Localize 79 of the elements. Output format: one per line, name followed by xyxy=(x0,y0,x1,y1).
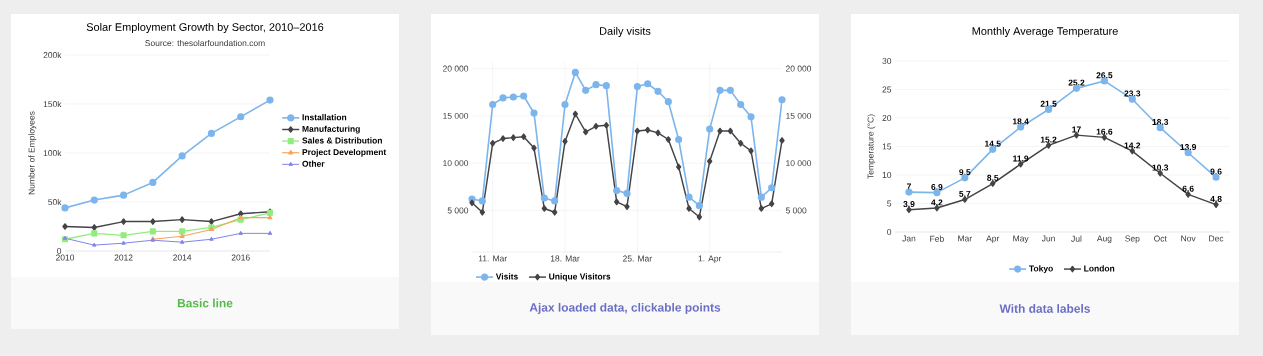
chart-title: Daily visits xyxy=(600,26,651,38)
y-tick-label: 150k xyxy=(43,100,62,108)
legend-label: Unique Visitors xyxy=(549,273,611,282)
x-tick-label: Feb xyxy=(930,235,944,242)
data-label: 14.5 xyxy=(985,140,1001,147)
y-tick-label: 20 000 xyxy=(443,65,469,72)
chart-title: Monthly Average Temperature xyxy=(972,26,1118,38)
data-label: 23.3 xyxy=(1124,90,1141,97)
x-tick-label: Mar xyxy=(958,235,972,242)
x-tick-label: 2010 xyxy=(56,254,75,261)
data-label: 9.5 xyxy=(959,169,971,176)
legend-label: Visits xyxy=(495,273,518,280)
data-label: 9.6 xyxy=(1210,168,1222,175)
chart-subtitle: Source: thesolarfoundation.com xyxy=(145,39,265,47)
data-label: 13.9 xyxy=(1180,144,1197,151)
y2-tick-label: 5 000 xyxy=(785,207,807,214)
data-label: 15.2 xyxy=(1040,136,1057,143)
y-tick-label: 15 xyxy=(882,143,892,150)
x-tick-label: 25. Mar xyxy=(623,255,652,262)
x-tick-label: Sep xyxy=(1125,235,1140,244)
y-tick-label: 0 xyxy=(887,229,892,235)
x-tick-label: 2016 xyxy=(231,254,250,261)
x-tick-label: 18. Mar xyxy=(550,255,580,262)
x-tick-label: 2012 xyxy=(114,254,133,261)
y-tick-label: 200k xyxy=(43,51,62,59)
data-label: 8.5 xyxy=(987,174,999,181)
data-label: 18.3 xyxy=(1152,118,1169,125)
y-tick-label: 25 xyxy=(882,86,892,93)
legend-label: Tokyo xyxy=(1029,265,1053,274)
x-tick-label: Aug xyxy=(1096,235,1112,244)
data-label: 17 xyxy=(1072,126,1081,133)
data-label: 16.6 xyxy=(1096,128,1113,135)
y-tick-label: 20 xyxy=(882,115,892,121)
legend-label: Sales & Distribution xyxy=(302,137,382,144)
y-tick-label: 0 xyxy=(57,248,62,254)
data-label: 4.2 xyxy=(931,199,943,206)
legend-label: Project Development xyxy=(302,148,387,157)
x-tick-label: 2014 xyxy=(173,254,192,261)
y2-tick-label: 15 000 xyxy=(786,112,812,119)
y-tick-label: 5 000 xyxy=(447,207,469,214)
data-label: 11.9 xyxy=(1013,155,1029,162)
y-tick-label: 15 000 xyxy=(443,112,469,119)
y-tick-label: 10 xyxy=(882,172,892,178)
y-tick-label: 50k xyxy=(48,198,62,206)
x-tick-label: Dec xyxy=(1209,235,1224,242)
y2-tick-label: 10 000 xyxy=(786,160,812,167)
y-axis-title: Temperature (°C) xyxy=(867,114,876,179)
data-label: 18.4 xyxy=(1012,118,1029,125)
x-tick-label: 11. Mar xyxy=(478,255,507,262)
chart-title: Solar Employment Growth by Sector, 2010–2016 xyxy=(86,22,324,34)
legend-label: Installation xyxy=(302,114,347,121)
x-tick-label: Jul xyxy=(1071,235,1082,242)
legend-label: Manufacturing xyxy=(302,125,360,134)
y-tick-label: 10 000 xyxy=(443,160,469,167)
x-tick-label: May xyxy=(1013,235,1029,244)
x-tick-label: Apr xyxy=(986,235,1000,244)
text: With data labels xyxy=(999,304,1090,313)
y2-tick-label: 20 000 xyxy=(785,65,812,72)
data-label: 5.7 xyxy=(959,190,971,197)
x-tick-label: Jun xyxy=(1041,235,1055,242)
legend-label: Other xyxy=(302,160,325,167)
text: Basic line xyxy=(177,298,233,308)
data-label: 6.9 xyxy=(931,183,943,190)
y-tick-label: 30 xyxy=(882,58,892,64)
x-tick-label: Nov xyxy=(1181,235,1196,242)
x-tick-label: 1. Apr xyxy=(698,255,722,264)
data-label: 25.2 xyxy=(1068,79,1085,86)
legend-label: London xyxy=(1084,265,1115,272)
x-tick-label: Oct xyxy=(1154,235,1167,242)
data-label: 26.5 xyxy=(1096,72,1113,79)
y-tick-label: 5 xyxy=(887,200,892,207)
y-tick-label: 100k xyxy=(43,149,62,157)
text: Ajax loaded data, clickable points xyxy=(529,302,721,315)
x-tick-label: Jan xyxy=(902,235,916,242)
data-label: 14.2 xyxy=(1124,142,1141,149)
y-axis-title: Number of Employees xyxy=(28,111,37,195)
data-label: 3.9 xyxy=(903,201,915,208)
data-label: 4.8 xyxy=(1210,195,1222,202)
data-label: 6.6 xyxy=(1182,185,1194,192)
